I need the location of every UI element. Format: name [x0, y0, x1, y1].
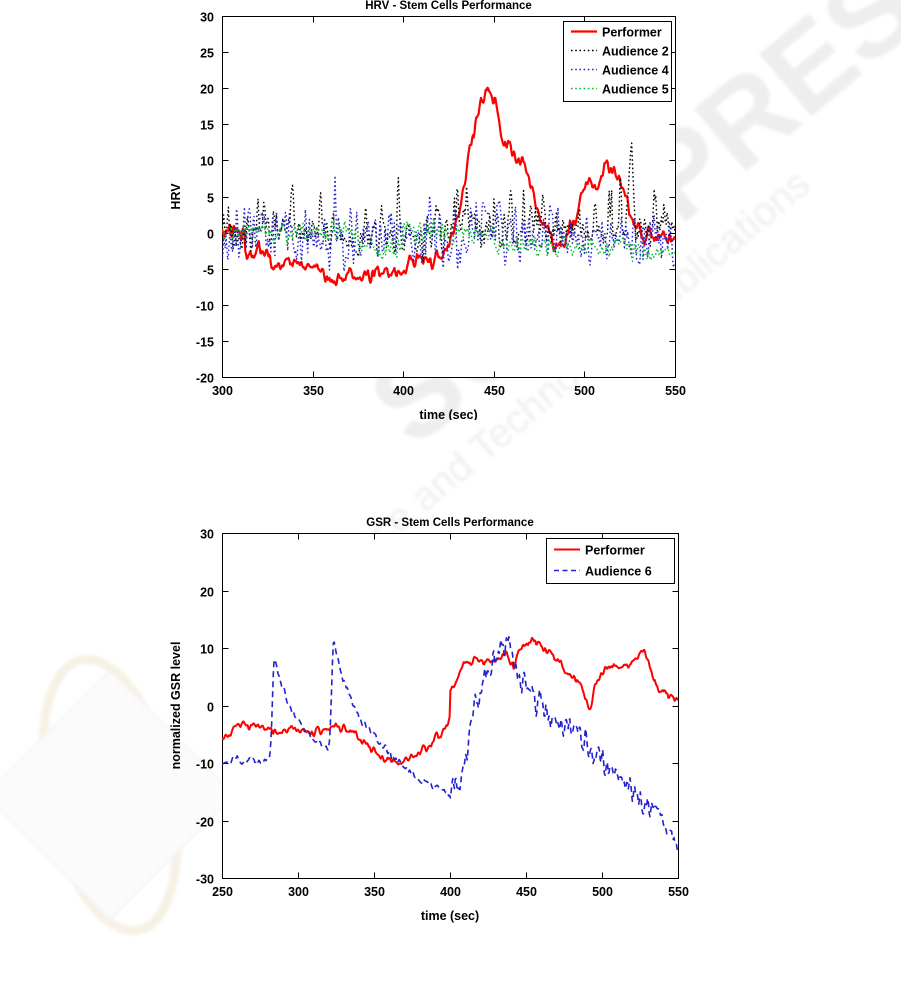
legend-label-audience-2: Audience 2 [602, 45, 669, 59]
x-axis-label: time (sec) [421, 909, 479, 923]
y-tick-label: 25 [200, 47, 214, 61]
x-tick-label: 400 [440, 885, 461, 899]
series-group [222, 86, 675, 287]
legend-label-performer: Performer [585, 544, 645, 558]
hrv-chart-figure: HRV - Stem Cells Performance 300 350 400 450… [0, 0, 901, 420]
legend-box [563, 21, 672, 102]
series-group [222, 635, 678, 853]
y-tick-label: 20 [200, 83, 214, 97]
x-tick-label: 550 [668, 885, 689, 899]
legend-label-performer: Performer [602, 26, 662, 40]
series-line-audience-5 [222, 218, 675, 263]
x-tick-label: 450 [484, 384, 505, 398]
y-tick-label: 20 [200, 586, 214, 600]
y-tick-label: 5 [207, 192, 214, 206]
series-line-audience-4 [222, 174, 675, 272]
series-line-performer [222, 636, 678, 766]
gsr-chart-figure: GSR - Stem Cells Performance 250 300 350 400… [0, 505, 901, 945]
y-axis-label: HRV [169, 183, 183, 210]
y-tick-label: 15 [200, 119, 214, 133]
y-tick-label: 30 [200, 11, 214, 25]
x-tick-label: 350 [364, 885, 385, 899]
series-line-audience-6 [222, 635, 678, 853]
legend-label-audience-4: Audience 4 [602, 64, 669, 78]
y-tick-label: -10 [196, 300, 214, 314]
y-tick-label: -20 [196, 372, 214, 386]
y-axis-label: normalized GSR level [169, 642, 183, 770]
y-tick-label: -5 [203, 264, 214, 278]
chart-title: GSR - Stem Cells Performance [366, 517, 533, 529]
y-tick-label: 10 [200, 643, 214, 657]
x-tick-label: 500 [574, 384, 595, 398]
legend-box [546, 538, 675, 584]
x-tick-label: 550 [665, 384, 686, 398]
y-tick-label: 30 [200, 528, 214, 542]
y-tick-label: 10 [200, 155, 214, 169]
y-tick-label: -15 [196, 336, 214, 350]
x-tick-label: 400 [393, 384, 414, 398]
x-tick-label: 350 [303, 384, 324, 398]
y-tick-label: -30 [196, 873, 214, 887]
x-tick-label: 450 [516, 885, 537, 899]
y-tick-label: 0 [207, 701, 214, 715]
legend-label-audience-6: Audience 6 [585, 565, 652, 579]
chart-title: HRV - Stem Cells Performance [365, 0, 532, 12]
x-tick-label: 500 [592, 885, 613, 899]
y-tick-label: -20 [196, 816, 214, 830]
x-axis-label: time (sec) [419, 408, 477, 420]
x-tick-label: 250 [212, 885, 233, 899]
legend-label-audience-5: Audience 5 [602, 83, 669, 97]
y-tick-label: 0 [207, 228, 214, 242]
x-tick-label: 300 [212, 384, 233, 398]
x-tick-label: 300 [288, 885, 309, 899]
series-line-performer [222, 86, 675, 287]
y-tick-label: -10 [196, 758, 214, 772]
